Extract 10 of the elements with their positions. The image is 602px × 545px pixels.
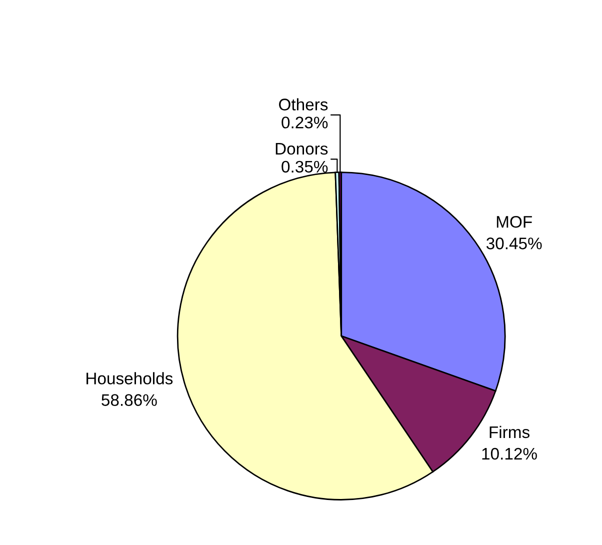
slice-label: Donors <box>276 143 328 155</box>
slice-label: Firms <box>490 426 530 438</box>
data-label: 0.35% <box>282 160 328 173</box>
slice-label: MOF <box>496 216 532 228</box>
slice-label: Others <box>279 98 328 110</box>
data-label: 58.86% <box>102 394 157 406</box>
slice-label: Households <box>86 372 173 384</box>
data-label: 30.45% <box>486 238 542 250</box>
data-label: 10.12% <box>482 448 537 460</box>
data-label: 0.23% <box>282 116 328 128</box>
